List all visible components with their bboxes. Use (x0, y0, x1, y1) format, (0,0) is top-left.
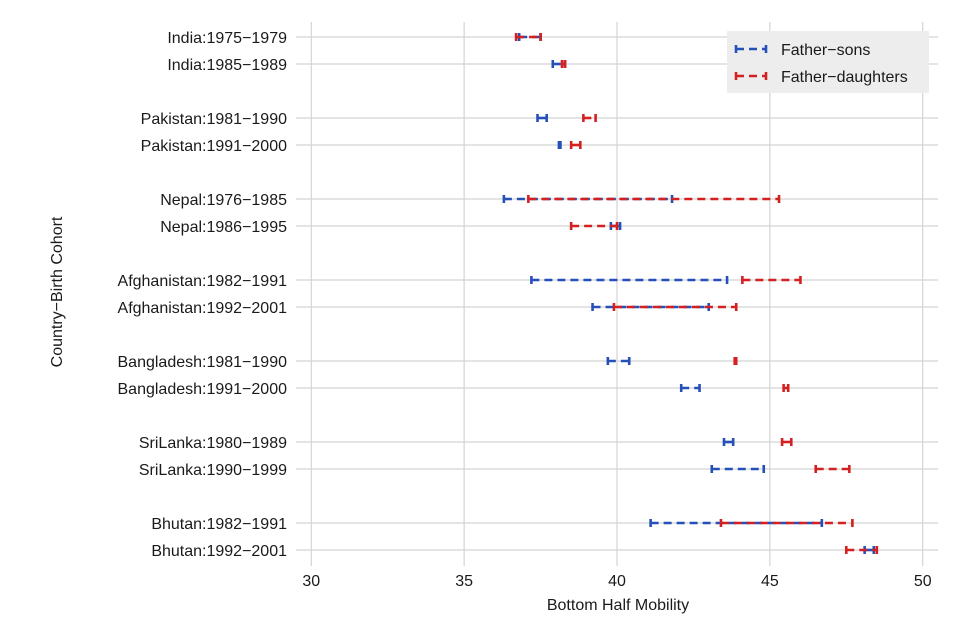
grid (296, 22, 938, 566)
y-tick-label: India:1975−1979 (167, 30, 287, 47)
interval-father-daughters (569, 222, 619, 230)
interval-father-sons (591, 303, 711, 311)
interval-father-sons (557, 141, 562, 149)
legend-background (727, 31, 929, 93)
interval-father-sons (679, 384, 701, 392)
y-tick-label: Pakistan:1981−1990 (141, 111, 287, 128)
interval-father-daughters (844, 546, 879, 554)
interval-father-daughters (560, 60, 567, 68)
y-tick-label: Afghanistan:1982−1991 (118, 273, 288, 290)
y-tick-label: Bhutan:1982−1991 (151, 516, 287, 533)
interval-father-sons (710, 465, 766, 473)
y-tick-label: India:1985−1989 (167, 57, 287, 74)
y-tick-label: Bangladesh:1981−1990 (118, 354, 288, 371)
interval-father-daughters (612, 303, 738, 311)
y-axis-title: Country−Birth Cohort (49, 216, 66, 367)
y-tick-label: Nepal:1976−1985 (160, 192, 287, 209)
x-axis-title: Bottom Half Mobility (547, 597, 689, 614)
x-tick-label: 45 (761, 573, 779, 590)
interval-father-sons (722, 438, 735, 446)
y-tick-label: Bhutan:1992−2001 (151, 543, 287, 560)
y-tick-labels: India:1975−1979 India:1985−1989 Pakistan:1… (118, 30, 288, 560)
x-tick-labels: 30 35 40 45 50 (302, 573, 931, 590)
legend-label: Father−sons (781, 42, 870, 59)
interval-father-daughters (719, 519, 854, 527)
interval-father-daughters (780, 438, 793, 446)
legend-label: Father−daughters (781, 69, 908, 86)
interval-father-sons (536, 114, 548, 122)
x-tick-label: 35 (455, 573, 473, 590)
legend-item: Father−sons (734, 42, 870, 59)
interval-father-sons (530, 276, 729, 284)
y-tick-label: SriLanka:1990−1999 (139, 462, 287, 479)
interval-father-daughters (814, 465, 851, 473)
y-tick-label: Pakistan:1991−2000 (141, 138, 287, 155)
y-tick-label: Bangladesh:1991−2000 (118, 381, 288, 398)
chart-marks (502, 33, 879, 554)
interval-father-daughters (782, 384, 790, 392)
y-tick-label: Afghanistan:1992−2001 (118, 300, 288, 317)
interval-father-sons (606, 357, 631, 365)
interval-father-daughters (582, 114, 597, 122)
interval-father-daughters (514, 33, 542, 41)
interval-father-daughters (733, 357, 738, 365)
y-tick-label: SriLanka:1980−1989 (139, 435, 287, 452)
interval-father-daughters (741, 276, 802, 284)
x-tick-label: 30 (302, 573, 320, 590)
interval-father-daughters (527, 195, 781, 203)
legend-item: Father−daughters (734, 69, 908, 86)
interval-father-daughters (569, 141, 582, 149)
x-tick-label: 40 (608, 573, 626, 590)
x-tick-label: 50 (914, 573, 932, 590)
y-tick-label: Nepal:1986−1995 (160, 219, 287, 236)
legend: Father−sons Father−daughters (727, 31, 929, 93)
